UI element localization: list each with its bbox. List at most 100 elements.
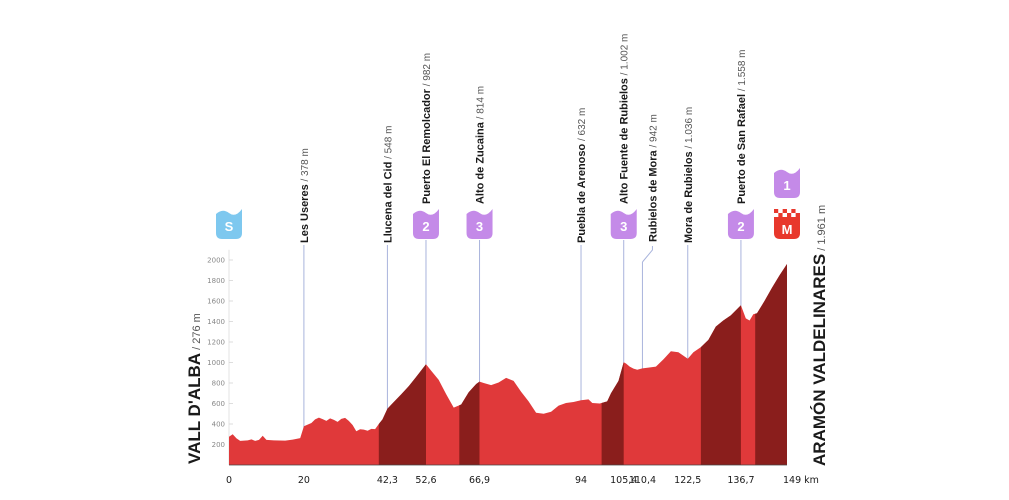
- point-name: Rubielos de Mora: [647, 149, 659, 242]
- point-altitude: / 1.002 m: [620, 34, 631, 78]
- point-labels: Les Useres / 378 m Llucena del Cid / 548 …: [299, 34, 748, 243]
- category-badge-label: 3: [620, 219, 627, 234]
- point-label: Puerto de San Rafael / 1.558 m: [736, 49, 748, 204]
- point-label: Rubielos de Mora / 942 m: [647, 114, 659, 242]
- end-altitude: / 1.961 m: [816, 205, 828, 254]
- category-badge-label: 2: [737, 219, 744, 234]
- start-badge-label: S: [225, 219, 234, 234]
- checker-cell: [782, 213, 787, 217]
- checker-cell: [778, 209, 783, 213]
- category-badge-shape: [610, 209, 637, 239]
- category-badge: 3: [466, 209, 493, 239]
- x-tick-label: 0: [226, 475, 232, 486]
- point-altitude: / 1.558 m: [737, 49, 748, 93]
- y-tick-label: 400: [212, 421, 225, 429]
- y-tick-label: 1200: [207, 339, 225, 347]
- x-tick-label: 105,4: [610, 475, 637, 486]
- point-altitude: / 632 m: [577, 108, 588, 144]
- x-tick-label: 20: [298, 475, 310, 486]
- y-tick-label: 800: [212, 380, 225, 388]
- point-name: Puerto El Remolcador: [421, 88, 433, 204]
- y-axis: 200 400 600 800 1000 1200 1400 1600 1800 2000: [207, 249, 233, 465]
- category-badge-shape: [727, 209, 754, 239]
- point-altitude: / 814 m: [476, 86, 487, 122]
- checker-cell: [782, 209, 787, 213]
- point-name: Llucena del Cid: [382, 162, 394, 243]
- end-name: ARAMÓN VALDELINARES: [810, 254, 829, 466]
- point-altitude: / 1.036 m: [684, 107, 695, 151]
- checker-cell: [786, 209, 792, 213]
- category-badge-label: 2: [422, 219, 429, 234]
- y-tick-label: 600: [212, 400, 225, 408]
- elevation-profile: [229, 264, 787, 466]
- y-tick-label: 200: [212, 441, 225, 449]
- point-label: Alto Fuente de Rubielos / 1.002 m: [619, 34, 631, 204]
- y-tick-label: 2000: [207, 257, 225, 265]
- start-badge-shape: [216, 209, 242, 239]
- category-badge-shape: [774, 168, 800, 198]
- finish-badge-label: M: [782, 222, 793, 237]
- x-tick-label: 66,9: [469, 475, 490, 486]
- x-tick-label: 110,4: [629, 475, 656, 486]
- x-tick-label: 136,7: [727, 475, 754, 486]
- y-tick-label: 1800: [207, 277, 225, 285]
- point-altitude: / 378 m: [300, 148, 311, 184]
- point-altitude: / 548 m: [383, 126, 394, 162]
- checker-cell: [774, 213, 779, 217]
- profile-area: [229, 264, 787, 465]
- guide-line-elbow: [642, 246, 653, 263]
- x-tick-label: 149 km: [783, 475, 819, 486]
- point-label: Les Useres / 378 m: [299, 148, 311, 243]
- category-badge: 1: [774, 168, 800, 198]
- x-tick-label: 42,3: [377, 475, 398, 486]
- climb-segment: [459, 381, 480, 465]
- start-badge: S: [216, 209, 242, 239]
- point-name: Puebla de Arenoso: [576, 143, 588, 243]
- x-tick-label: 52,6: [415, 475, 436, 486]
- checker-cell: [786, 213, 792, 217]
- point-label: Puerto El Remolcador / 982 m: [421, 53, 433, 204]
- category-badge: 2: [412, 209, 439, 239]
- end-altitude: / 276 m: [191, 313, 203, 353]
- category-badge-shape: [466, 209, 493, 239]
- point-name: Alto de Zucaina: [475, 121, 487, 204]
- checker-cell: [791, 209, 796, 213]
- climb-segment: [378, 364, 426, 465]
- end-labels: VALL D'ALBA / 276 m ARAMÓN VALDELINARES /…: [185, 205, 829, 466]
- point-name: Alto Fuente de Rubielos: [619, 78, 631, 204]
- point-label: Mora de Rubielos / 1.036 m: [683, 107, 695, 243]
- finish-badge: M: [774, 209, 800, 239]
- checker-cell: [774, 209, 779, 213]
- y-tick-label: 1400: [207, 318, 225, 326]
- category-badge-label: 1: [783, 178, 790, 193]
- x-tick-label: 122,5: [674, 475, 701, 486]
- point-name: Mora de Rubielos: [683, 151, 695, 243]
- point-label: Puebla de Arenoso / 632 m: [576, 108, 588, 243]
- point-name: Puerto de San Rafael: [736, 94, 748, 204]
- checker-cell: [795, 213, 800, 217]
- point-name: Les Useres: [299, 184, 311, 243]
- category-badges: S 2 3 3 2 1 M: [216, 168, 800, 239]
- x-tick-label: 94: [575, 475, 587, 486]
- checker-cell: [778, 213, 783, 217]
- climb-segment: [601, 362, 624, 465]
- climb-segment: [755, 264, 787, 465]
- finish-label: ARAMÓN VALDELINARES / 1.961 m: [810, 205, 829, 466]
- checker-cell: [791, 213, 796, 217]
- y-tick-label: 1600: [207, 298, 225, 306]
- point-label: Llucena del Cid / 548 m: [382, 126, 394, 243]
- y-tick-label: 1000: [207, 359, 225, 367]
- category-badge-shape: [412, 209, 439, 239]
- point-altitude: / 942 m: [648, 114, 659, 150]
- category-badge-label: 3: [476, 219, 483, 234]
- category-badge: 2: [727, 209, 754, 239]
- start-label: VALL D'ALBA / 276 m: [185, 313, 204, 464]
- point-altitude: / 982 m: [422, 53, 433, 89]
- point-label: Alto de Zucaina / 814 m: [475, 86, 487, 204]
- finish-badge-shape: [774, 217, 800, 239]
- climb-segment: [700, 305, 741, 465]
- category-badge: 3: [610, 209, 637, 239]
- checker-cell: [795, 209, 800, 213]
